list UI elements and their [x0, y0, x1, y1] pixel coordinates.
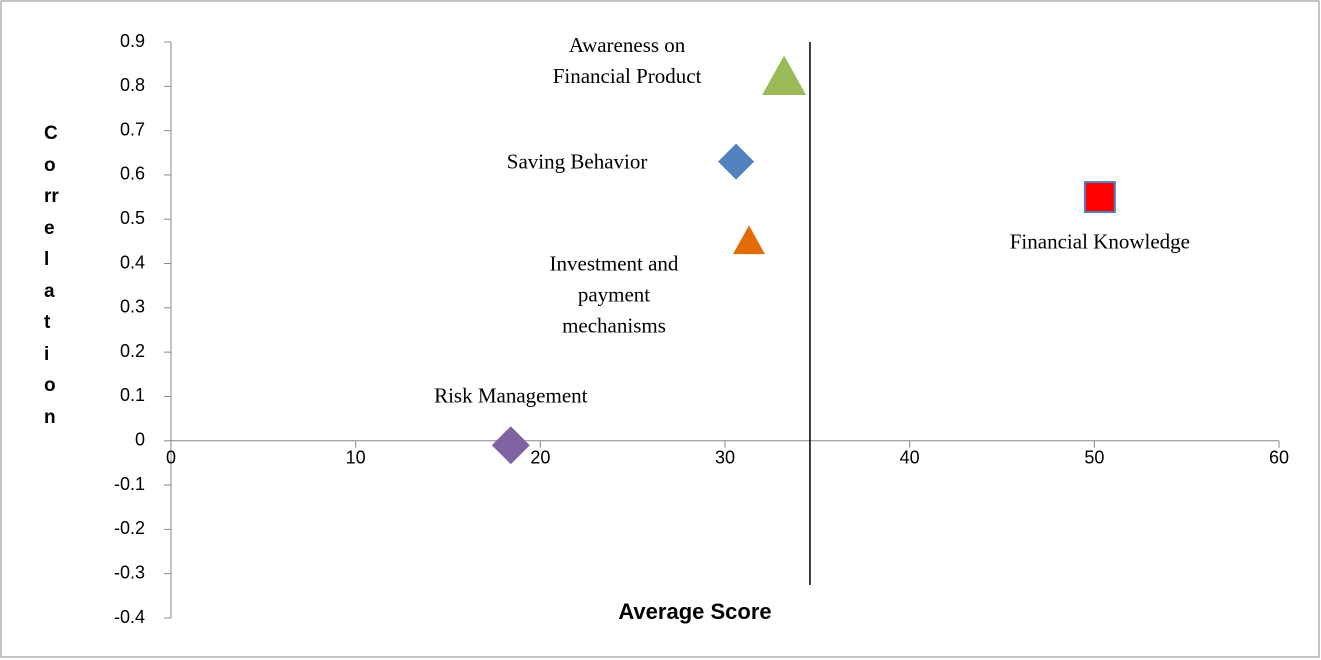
y-tick-label: 0.9 [120, 31, 145, 51]
y-tick-label: -0.1 [114, 474, 145, 494]
data-point [733, 225, 766, 255]
y-tick-label: -0.2 [114, 518, 145, 538]
point-label: Awareness on Financial Product [552, 33, 702, 89]
data-point [718, 143, 755, 180]
y-tick-label: 0 [135, 430, 145, 450]
x-tick-label: 20 [530, 448, 550, 468]
data-point [1083, 181, 1116, 214]
y-tick-label: 0.6 [120, 164, 145, 184]
y-tick-label: 0.3 [120, 297, 145, 317]
y-tick-label: -0.4 [114, 607, 145, 627]
point-label: Investment and payment mechanisms [549, 251, 679, 338]
x-tick-label: 50 [1084, 448, 1104, 468]
x-tick-label: 0 [166, 448, 176, 468]
x-tick-label: 30 [715, 448, 735, 468]
point-label: Risk Management [434, 383, 588, 408]
x-tick-label: 40 [900, 448, 920, 468]
y-tick-label: 0.2 [120, 341, 145, 361]
point-label: Financial Knowledge [1009, 229, 1190, 254]
y-tick-label: 0.1 [120, 385, 145, 405]
x-tick-label: 10 [346, 448, 366, 468]
y-tick-label: 0.4 [120, 252, 145, 272]
x-axis-label: Average Score [618, 599, 772, 624]
x-tick-label: 60 [1269, 448, 1289, 468]
y-tick-label: 0.8 [120, 75, 145, 95]
y-tick-label: -0.3 [114, 562, 145, 582]
y-tick-label: 0.5 [120, 208, 145, 228]
data-point [762, 55, 807, 96]
y-tick-label: 0.7 [120, 119, 145, 139]
y-axis-label: C o rr e l a t i o n [44, 123, 59, 428]
point-label: Saving Behavior [506, 149, 648, 174]
data-point [491, 426, 530, 465]
